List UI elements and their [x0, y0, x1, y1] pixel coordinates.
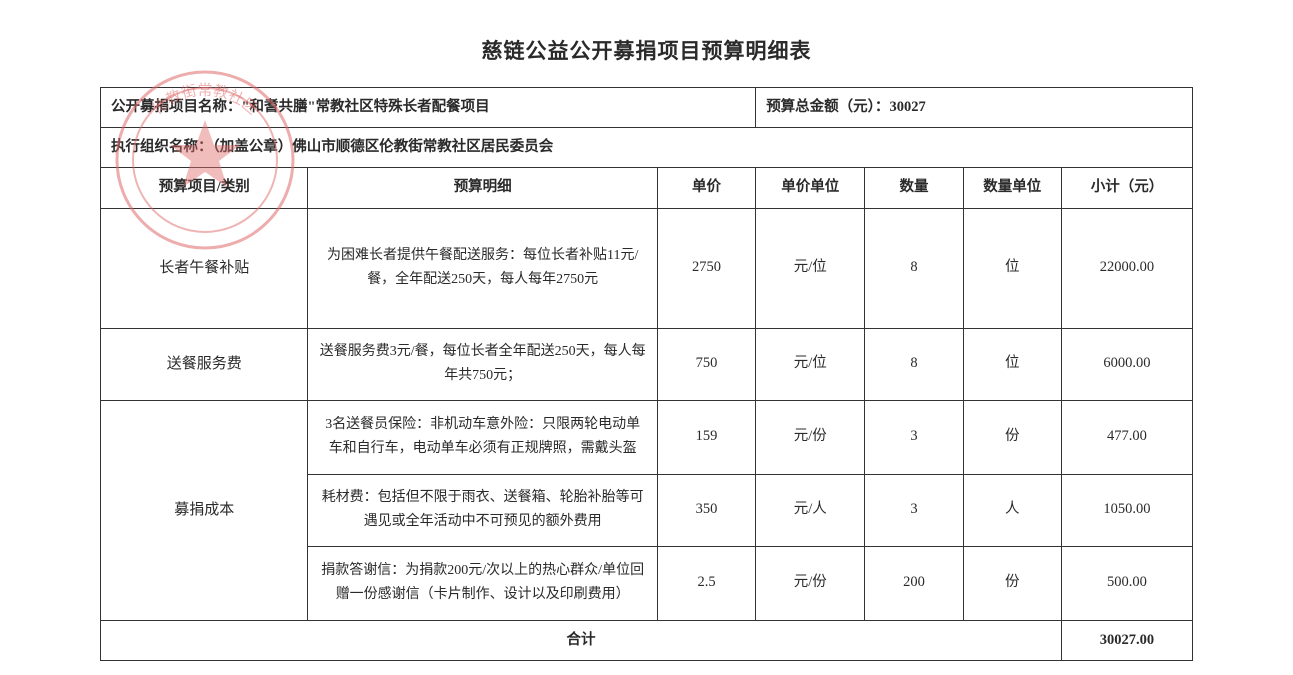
column-header-row: 预算项目/类别 预算明细 单价 单价单位 数量 数量单位 小计（元） — [101, 168, 1193, 208]
detail-cell: 捐款答谢信：为捐款200元/次以上的热心群众/单位回赠一份感谢信（卡片制作、设计… — [308, 546, 657, 620]
qty-unit-cell: 人 — [963, 474, 1061, 546]
qty-unit-cell: 位 — [963, 328, 1061, 400]
price-cell: 350 — [657, 474, 755, 546]
qty-unit-cell: 份 — [963, 400, 1061, 474]
project-label: 公开募捐项目名称： — [111, 99, 242, 115]
detail-cell: 耗材费：包括但不限于雨衣、送餐箱、轮胎补胎等可遇见或全年活动中不可预见的额外费用 — [308, 474, 657, 546]
qty-cell: 8 — [865, 208, 963, 328]
col-subtotal: 小计（元） — [1061, 168, 1192, 208]
table-row: 募捐成本3名送餐员保险：非机动车意外险：只限两轮电动单车和自行车，电动单车必须有… — [101, 400, 1193, 474]
qty-cell: 3 — [865, 474, 963, 546]
total-amount-cell: 预算总金额（元）：30027 — [756, 88, 1193, 128]
qty-unit-cell: 份 — [963, 546, 1061, 620]
detail-cell: 3名送餐员保险：非机动车意外险：只限两轮电动单车和自行车，电动单车必须有正规牌照… — [308, 400, 657, 474]
org-cell: 执行组织名称：（加盖公章）佛山市顺德区伦教街常教社区居民委员会 — [101, 128, 1193, 168]
price-unit-cell: 元/位 — [756, 328, 865, 400]
budget-table: 公开募捐项目名称："和耆共膳"常教社区特殊长者配餐项目 预算总金额（元）：300… — [100, 87, 1193, 661]
total-label-cell: 合计 — [101, 620, 1062, 660]
price-unit-cell: 元/位 — [756, 208, 865, 328]
price-cell: 159 — [657, 400, 755, 474]
col-qty: 数量 — [865, 168, 963, 208]
subtotal-cell: 6000.00 — [1061, 328, 1192, 400]
detail-cell: 送餐服务费3元/餐，每位长者全年配送250天，每人每年共750元； — [308, 328, 657, 400]
subtotal-cell: 1050.00 — [1061, 474, 1192, 546]
col-qty-unit: 数量单位 — [963, 168, 1061, 208]
col-price-unit: 单价单位 — [756, 168, 865, 208]
total-value-cell: 30027.00 — [1061, 620, 1192, 660]
price-unit-cell: 元/人 — [756, 474, 865, 546]
category-cell: 募捐成本 — [101, 400, 308, 620]
subtotal-cell: 500.00 — [1061, 546, 1192, 620]
page-title: 慈链公益公开募捐项目预算明细表 — [100, 35, 1193, 65]
qty-cell: 200 — [865, 546, 963, 620]
subtotal-cell: 22000.00 — [1061, 208, 1192, 328]
project-name: "和耆共膳"常教社区特殊长者配餐项目 — [242, 99, 490, 115]
col-detail: 预算明细 — [308, 168, 657, 208]
qty-cell: 3 — [865, 400, 963, 474]
project-name-cell: 公开募捐项目名称："和耆共膳"常教社区特殊长者配餐项目 — [101, 88, 756, 128]
org-name: 佛山市顺德区伦教街常教社区居民委员会 — [292, 139, 553, 155]
price-cell: 2.5 — [657, 546, 755, 620]
category-cell: 长者午餐补贴 — [101, 208, 308, 328]
total-row: 合计 30027.00 — [101, 620, 1193, 660]
price-unit-cell: 元/份 — [756, 546, 865, 620]
total-label: 预算总金额（元）： — [766, 99, 889, 115]
header-row-project: 公开募捐项目名称："和耆共膳"常教社区特殊长者配餐项目 预算总金额（元）：300… — [101, 88, 1193, 128]
org-label: 执行组织名称：（加盖公章） — [111, 139, 292, 155]
price-cell: 750 — [657, 328, 755, 400]
table-row: 长者午餐补贴为困难长者提供午餐配送服务：每位长者补贴11元/餐，全年配送250天… — [101, 208, 1193, 328]
table-row: 送餐服务费送餐服务费3元/餐，每位长者全年配送250天，每人每年共750元；75… — [101, 328, 1193, 400]
col-category: 预算项目/类别 — [101, 168, 308, 208]
total-amount: 30027 — [889, 99, 925, 115]
subtotal-cell: 477.00 — [1061, 400, 1192, 474]
detail-cell: 为困难长者提供午餐配送服务：每位长者补贴11元/餐，全年配送250天，每人每年2… — [308, 208, 657, 328]
col-price: 单价 — [657, 168, 755, 208]
header-row-org: 执行组织名称：（加盖公章）佛山市顺德区伦教街常教社区居民委员会 — [101, 128, 1193, 168]
price-cell: 2750 — [657, 208, 755, 328]
qty-cell: 8 — [865, 328, 963, 400]
category-cell: 送餐服务费 — [101, 328, 308, 400]
price-unit-cell: 元/份 — [756, 400, 865, 474]
qty-unit-cell: 位 — [963, 208, 1061, 328]
